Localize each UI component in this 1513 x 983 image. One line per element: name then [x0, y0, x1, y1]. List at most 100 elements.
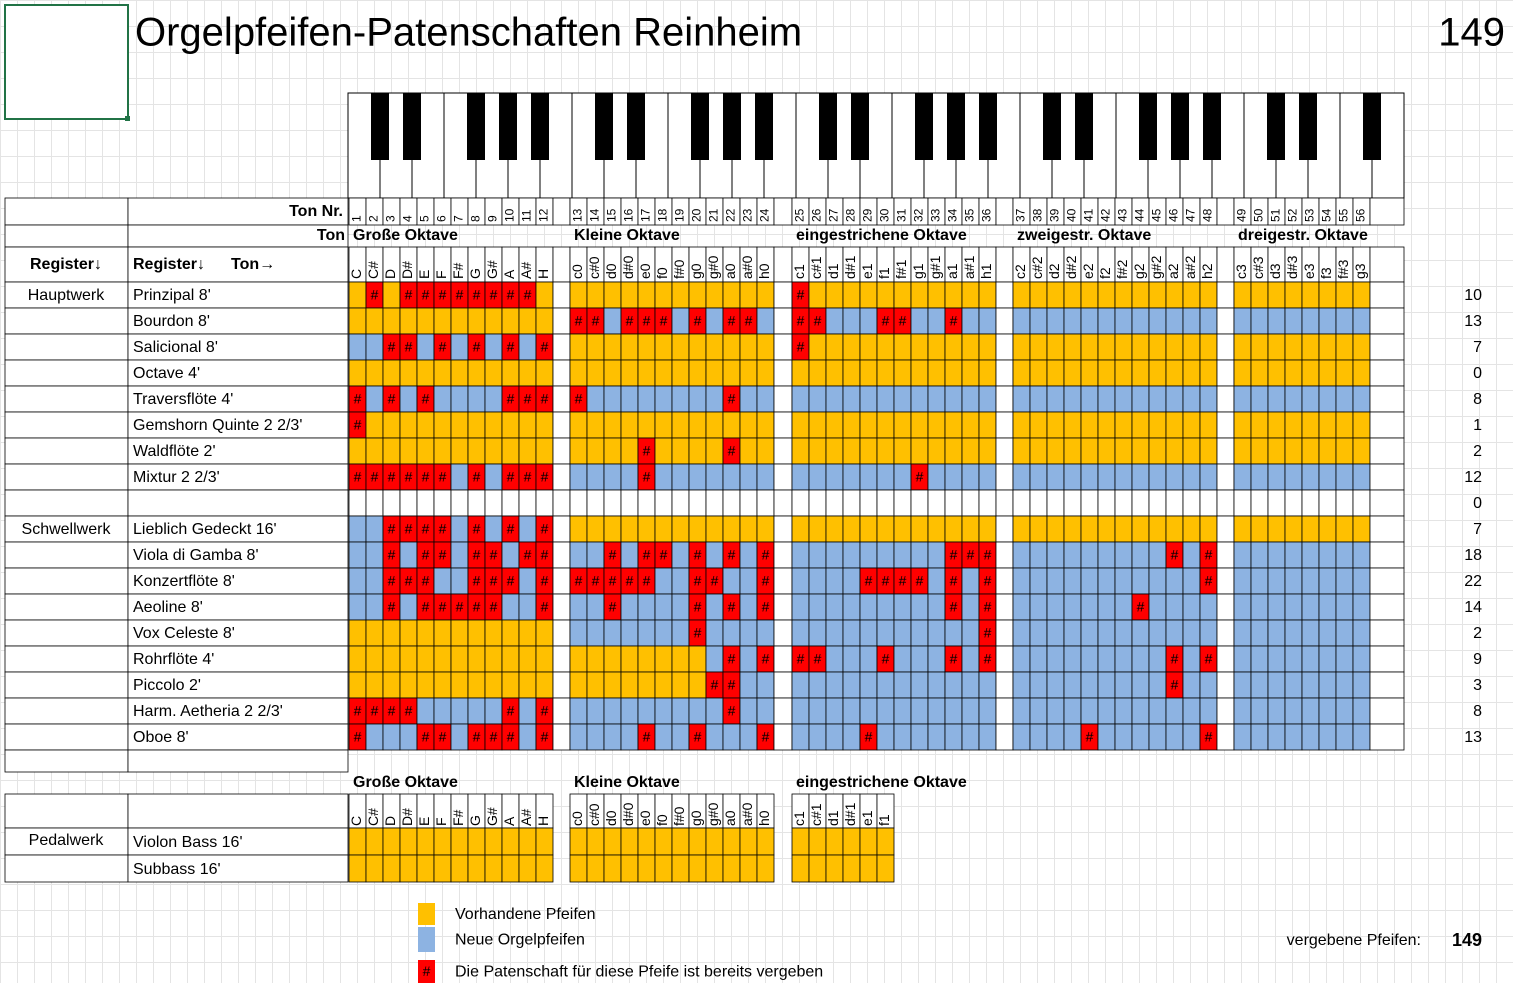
pipe-cell — [910, 385, 929, 413]
pipe-cell — [705, 463, 724, 491]
pipe-cell — [654, 515, 673, 543]
pipe-cell — [1165, 307, 1184, 335]
division-name: Pedalwerk — [29, 832, 105, 849]
pipe-cell — [705, 854, 724, 883]
cell — [4, 723, 129, 751]
pipe-cell — [1352, 567, 1371, 595]
pipe-cell — [842, 333, 861, 361]
pipe-cell — [1199, 671, 1218, 699]
cell — [1369, 333, 1405, 361]
taken-mark: # — [388, 547, 396, 563]
black-key — [1299, 93, 1317, 160]
pipe-cell — [501, 854, 520, 883]
note-name: a1 — [944, 263, 960, 279]
pipe-cell — [1046, 697, 1065, 725]
note-name: e1 — [859, 263, 875, 279]
pipe-cell — [654, 411, 673, 439]
pipe-cell — [569, 541, 588, 569]
register-name: Vox Celeste 8' — [133, 625, 235, 642]
ton-number: 17 — [639, 208, 653, 222]
note-name: e1 — [859, 810, 875, 826]
pipe-cell — [654, 437, 673, 465]
cell — [995, 723, 1014, 751]
pipe-cell — [484, 489, 503, 517]
taken-mark: # — [592, 313, 600, 329]
pipe-cell — [348, 359, 367, 387]
taken-mark: # — [507, 287, 515, 303]
pipe-cell — [1199, 359, 1218, 387]
note-name: d1 — [825, 263, 841, 279]
pipe-cell — [1199, 619, 1218, 647]
taken-mark: # — [541, 547, 549, 563]
pipe-cell — [1267, 593, 1286, 621]
pipe-cell — [1352, 645, 1371, 673]
pipe-cell — [603, 281, 622, 309]
note-name: e3 — [1301, 263, 1317, 279]
note-name: a#2 — [1182, 255, 1198, 279]
pipe-cell — [978, 697, 997, 725]
pipe-cell — [1233, 281, 1252, 309]
pipe-cell — [382, 489, 401, 517]
pipe-cell — [1012, 671, 1031, 699]
pipe-cell — [1029, 645, 1048, 673]
pipe-cell — [1029, 697, 1048, 725]
pipe-cell — [365, 671, 384, 699]
taken-mark: # — [507, 391, 515, 407]
note-name: g0 — [688, 810, 704, 826]
pipe-cell — [927, 411, 946, 439]
pipe-cell — [722, 463, 741, 491]
note-name: d0 — [603, 263, 619, 279]
pipe-cell — [1301, 489, 1320, 517]
ton-number: 4 — [401, 215, 415, 222]
taken-mark: # — [439, 469, 447, 485]
pipe-cell — [910, 489, 929, 517]
cell — [995, 593, 1014, 621]
pipe-count: 8 — [1473, 703, 1482, 720]
pipe-cell — [1250, 671, 1269, 699]
pipe-cell — [1250, 489, 1269, 517]
pipe-cell — [739, 333, 758, 361]
pipe-cell — [876, 671, 895, 699]
taken-mark: # — [541, 599, 549, 615]
pipe-cell — [603, 619, 622, 647]
pipe-cell — [1199, 697, 1218, 725]
pipe-cell — [416, 671, 435, 699]
pipe-cell — [348, 437, 367, 465]
ton-number: 41 — [1082, 208, 1096, 222]
note-name: c#1 — [808, 803, 824, 826]
pipe-cell — [1301, 437, 1320, 465]
pipe-cell — [859, 281, 878, 309]
pipe-cell — [1182, 697, 1201, 725]
pipe-cell — [518, 567, 537, 595]
cell — [995, 246, 1014, 283]
cell — [995, 359, 1014, 387]
pipe-cell — [1233, 463, 1252, 491]
note-name: d#1 — [842, 802, 858, 826]
pipe-cell — [1165, 359, 1184, 387]
pipe-cell — [1318, 281, 1337, 309]
cell — [552, 723, 571, 751]
taken-mark: # — [916, 469, 924, 485]
pipe-cell — [620, 619, 639, 647]
pipe-cell — [1097, 541, 1116, 569]
pipe-count: 0 — [1473, 495, 1482, 512]
pipe-cell — [637, 619, 656, 647]
pipe-cell — [961, 515, 980, 543]
selected-cell[interactable] — [4, 4, 129, 120]
pipe-cell — [808, 411, 827, 439]
note-name: A# — [518, 262, 534, 279]
taken-mark: # — [643, 729, 651, 745]
cell — [1369, 593, 1405, 621]
taken-mark: # — [439, 521, 447, 537]
pipe-cell — [603, 463, 622, 491]
pipe-cell — [739, 411, 758, 439]
pipe-cell — [399, 359, 418, 387]
pipe-cell — [910, 333, 929, 361]
pipe-cell — [637, 515, 656, 543]
pipe-cell — [1114, 645, 1133, 673]
taken-mark: # — [541, 521, 549, 537]
cell — [1369, 489, 1405, 517]
pipe-cell — [944, 411, 963, 439]
pipe-cell — [944, 385, 963, 413]
pipe-cell — [654, 593, 673, 621]
